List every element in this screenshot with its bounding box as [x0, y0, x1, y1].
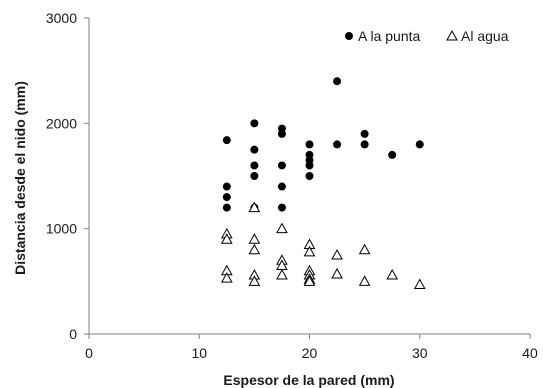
data-point-circle	[305, 140, 314, 149]
x-axis-title: Espesor de la pared (mm)	[223, 372, 394, 388]
data-point-triangle	[248, 201, 261, 213]
data-point-circle	[222, 136, 231, 145]
data-point-circle	[277, 203, 286, 212]
y-tick-label: 0	[69, 326, 77, 342]
data-point-circle	[222, 182, 231, 191]
data-point-circle	[250, 145, 259, 154]
data-point-triangle	[220, 233, 233, 244]
y-tick-label: 2000	[46, 115, 77, 131]
x-tick-label: 0	[85, 345, 93, 361]
legend-label-a-la-punta: A la punta	[358, 28, 420, 44]
data-point-triangle	[248, 275, 261, 286]
data-point-circle	[360, 129, 369, 138]
data-point-triangle	[358, 243, 371, 255]
data-point-circle	[277, 182, 286, 191]
y-axis-title: Distancia desde el nido (mm)	[12, 81, 28, 275]
x-tick-label: 10	[191, 345, 207, 361]
data-point-triangle	[220, 272, 233, 283]
data-point-triangle	[413, 278, 426, 289]
legend-marker-triangle	[446, 29, 458, 41]
data-point-triangle	[276, 222, 288, 234]
data-point-circle	[222, 203, 231, 212]
data-point-circle	[277, 129, 286, 138]
data-point-triangle	[276, 268, 288, 280]
data-point-circle	[305, 161, 314, 170]
data-point-circle	[250, 119, 259, 128]
data-point-circle	[250, 172, 259, 180]
data-point-circle	[360, 140, 369, 149]
data-point-circle	[333, 140, 342, 149]
data-point-triangle	[303, 245, 316, 257]
y-tick-label: 3000	[46, 10, 77, 26]
data-point-triangle	[358, 275, 371, 286]
y-tick-label: 1000	[46, 221, 77, 237]
legend-label-al-agua: Al agua	[461, 28, 509, 44]
x-tick-label: 30	[412, 345, 428, 361]
x-tick-label: 40	[522, 345, 538, 361]
data-point-circle	[333, 77, 342, 86]
data-points	[220, 77, 426, 289]
legend: A la punta Al agua	[345, 28, 509, 44]
data-point-triangle	[248, 243, 261, 255]
data-point-triangle	[331, 267, 343, 279]
data-point-circle	[415, 140, 424, 149]
data-point-circle	[277, 161, 286, 170]
legend-marker-circle	[345, 32, 353, 40]
x-tick-label: 20	[302, 345, 318, 361]
series-2	[220, 201, 426, 289]
series-1	[222, 77, 424, 212]
data-point-triangle	[248, 233, 261, 244]
tick-labels: 0 1000 2000 3000 0 10 20 30 40	[46, 10, 538, 361]
data-point-circle	[222, 193, 231, 202]
data-point-circle	[250, 161, 259, 170]
data-point-triangle	[386, 268, 399, 280]
data-point-circle	[388, 150, 397, 159]
data-point-triangle	[331, 248, 343, 260]
data-point-circle	[305, 172, 314, 180]
data-point-triangle	[303, 275, 316, 286]
